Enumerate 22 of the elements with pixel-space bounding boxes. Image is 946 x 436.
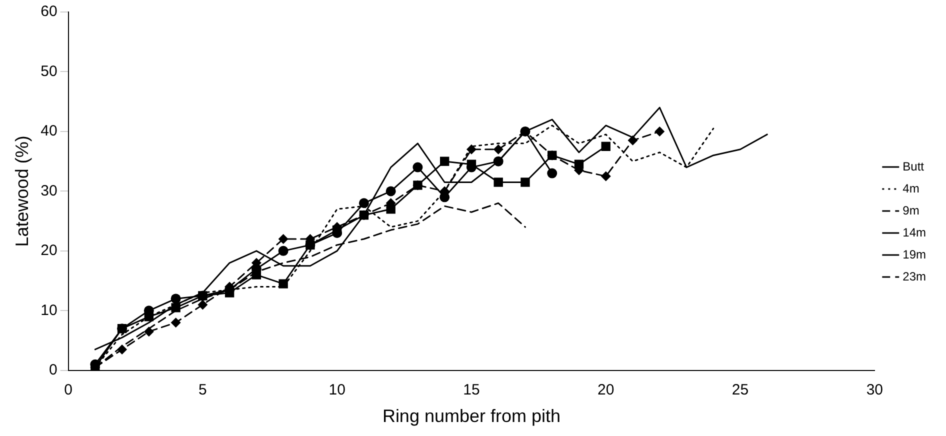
x-tick-label: 15 <box>463 382 480 399</box>
y-tick-label: 20 <box>40 242 58 260</box>
x-tick-label: 30 <box>866 382 883 399</box>
y-tick-label: 40 <box>40 122 58 140</box>
y-tick-label: 50 <box>40 62 58 80</box>
y-tick-label: 30 <box>40 182 58 200</box>
legend-label: 9m <box>902 203 920 218</box>
y-axis-title: Latewood (%) <box>12 136 32 247</box>
x-tick-label: 20 <box>598 382 614 399</box>
legend-label: 19m <box>902 247 926 262</box>
y-tick-label: 60 <box>40 3 58 20</box>
x-tick-label: 5 <box>198 382 207 399</box>
legend-label: 23m <box>902 269 926 284</box>
legend-label: 4m <box>902 181 920 196</box>
y-tick-label: 10 <box>40 302 58 319</box>
x-axis-title: Ring number from pith <box>382 406 561 426</box>
y-tick-label: 0 <box>48 362 58 379</box>
legend-label: Butt <box>902 159 925 174</box>
x-tick-label: 25 <box>732 382 749 399</box>
x-tick-label: 10 <box>328 382 346 399</box>
x-tick-label: 0 <box>64 382 72 399</box>
legend-label: 14m <box>902 225 926 240</box>
